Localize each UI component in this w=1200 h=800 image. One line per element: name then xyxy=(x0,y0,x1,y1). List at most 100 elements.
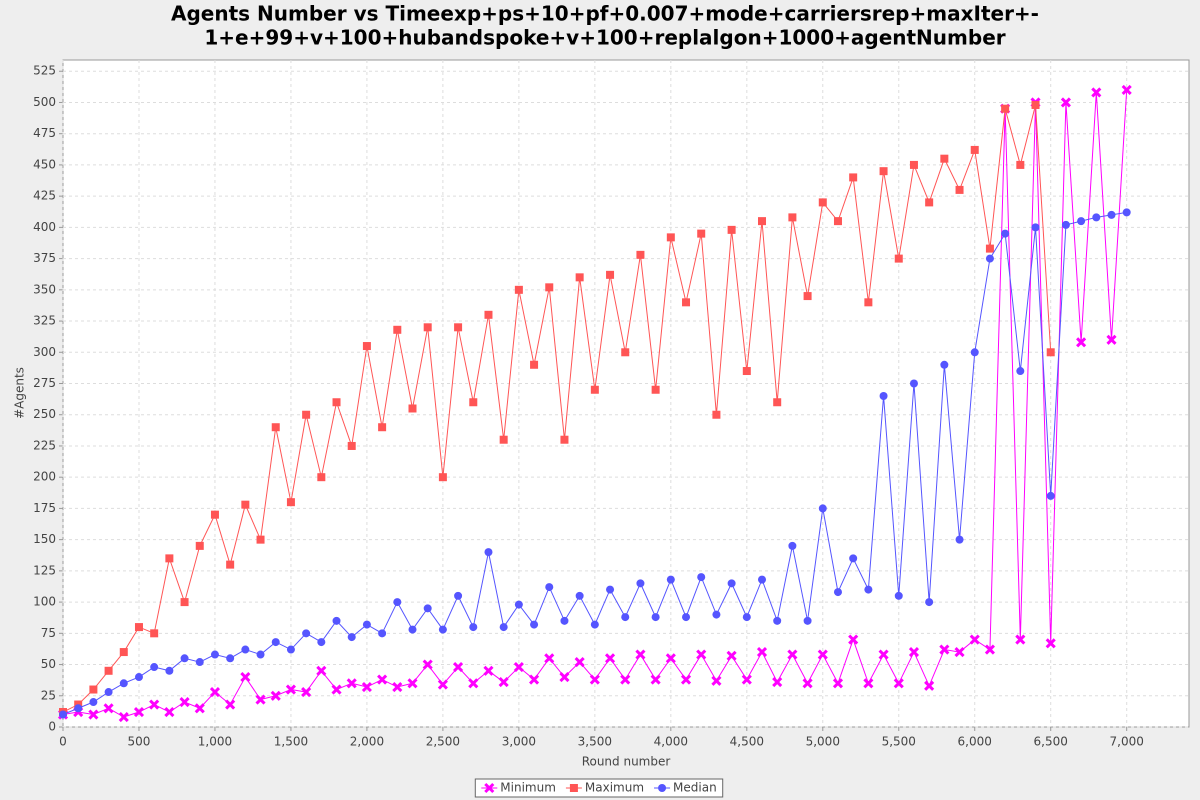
marker xyxy=(742,367,751,376)
y-tick-label: 425 xyxy=(33,189,56,203)
marker xyxy=(787,649,798,660)
marker xyxy=(666,233,675,242)
marker xyxy=(150,663,159,672)
marker xyxy=(697,573,706,582)
marker xyxy=(255,694,266,705)
marker xyxy=(209,686,221,698)
marker xyxy=(498,676,509,688)
marker xyxy=(484,310,493,319)
y-tick-label: 275 xyxy=(33,376,56,390)
marker xyxy=(742,613,751,622)
marker xyxy=(727,225,736,234)
marker xyxy=(849,173,858,182)
y-tick-label: 400 xyxy=(33,220,56,234)
x-tick-label: 2,000 xyxy=(350,735,384,749)
marker xyxy=(378,629,387,638)
marker xyxy=(210,650,219,659)
marker xyxy=(378,423,387,432)
marker xyxy=(1046,348,1055,357)
y-tick-label: 350 xyxy=(33,282,56,296)
marker xyxy=(970,145,979,154)
marker xyxy=(758,217,767,226)
marker xyxy=(651,613,660,622)
marker xyxy=(89,685,98,694)
y-tick-label: 375 xyxy=(33,251,56,265)
marker xyxy=(316,665,327,676)
marker xyxy=(514,600,523,609)
legend-item: Minimum xyxy=(481,781,556,795)
marker xyxy=(423,604,432,613)
y-tick-label: 100 xyxy=(33,595,56,609)
marker xyxy=(651,385,660,394)
x-tick-label: 1,500 xyxy=(274,735,308,749)
marker xyxy=(1016,160,1025,169)
legend-label: Maximum xyxy=(585,781,644,795)
x-tick-label: 6,000 xyxy=(958,735,992,749)
marker xyxy=(864,585,873,594)
y-tick-label: 0 xyxy=(48,720,56,734)
marker xyxy=(803,616,812,625)
marker xyxy=(832,678,844,689)
marker xyxy=(863,678,874,689)
y-tick-label: 500 xyxy=(33,95,56,109)
marker xyxy=(940,154,949,163)
marker xyxy=(331,684,342,695)
marker xyxy=(408,404,417,413)
marker xyxy=(347,441,356,450)
x-tick-label: 1,000 xyxy=(198,735,232,749)
marker xyxy=(59,710,67,719)
x-tick-label: 2,500 xyxy=(426,735,460,749)
marker xyxy=(878,649,889,660)
marker xyxy=(893,678,904,689)
marker xyxy=(636,579,645,588)
marker xyxy=(118,711,129,723)
legend-item: Median xyxy=(654,781,717,795)
marker xyxy=(1107,210,1116,219)
marker xyxy=(407,678,418,689)
marker xyxy=(483,665,494,676)
marker xyxy=(437,679,448,690)
marker xyxy=(636,250,645,259)
marker xyxy=(438,625,447,634)
marker xyxy=(513,661,524,673)
marker xyxy=(165,666,174,675)
marker xyxy=(393,598,402,607)
marker xyxy=(271,423,280,432)
marker xyxy=(1121,84,1132,96)
marker xyxy=(317,473,326,482)
series-line xyxy=(62,104,1052,713)
marker xyxy=(939,644,950,655)
marker xyxy=(560,435,569,444)
marker xyxy=(179,696,190,708)
marker xyxy=(925,198,934,207)
marker xyxy=(545,583,554,592)
marker xyxy=(195,541,204,550)
marker xyxy=(590,385,599,394)
marker xyxy=(833,588,842,597)
marker xyxy=(773,616,782,625)
marker xyxy=(346,678,357,689)
marker xyxy=(89,698,98,707)
y-tick-label: 225 xyxy=(33,438,56,452)
legend-item: Maximum xyxy=(565,781,644,795)
marker xyxy=(286,498,295,507)
chart-title: Agents Number vs Timeexp+ps+10+pf+0.007+… xyxy=(171,2,1039,26)
marker xyxy=(194,703,205,714)
marker xyxy=(940,360,949,369)
marker xyxy=(879,167,888,176)
marker xyxy=(682,613,691,622)
marker xyxy=(621,613,630,622)
marker xyxy=(270,690,281,701)
marker xyxy=(468,678,479,689)
marker xyxy=(362,342,371,351)
marker xyxy=(454,591,463,600)
y-tick-label: 525 xyxy=(33,64,56,78)
marker xyxy=(104,666,113,675)
marker xyxy=(1091,87,1102,98)
marker xyxy=(574,656,585,668)
marker xyxy=(1060,97,1071,108)
marker xyxy=(924,680,935,691)
legend-label: Minimum xyxy=(500,781,556,795)
marker xyxy=(908,646,920,658)
marker xyxy=(666,575,675,584)
